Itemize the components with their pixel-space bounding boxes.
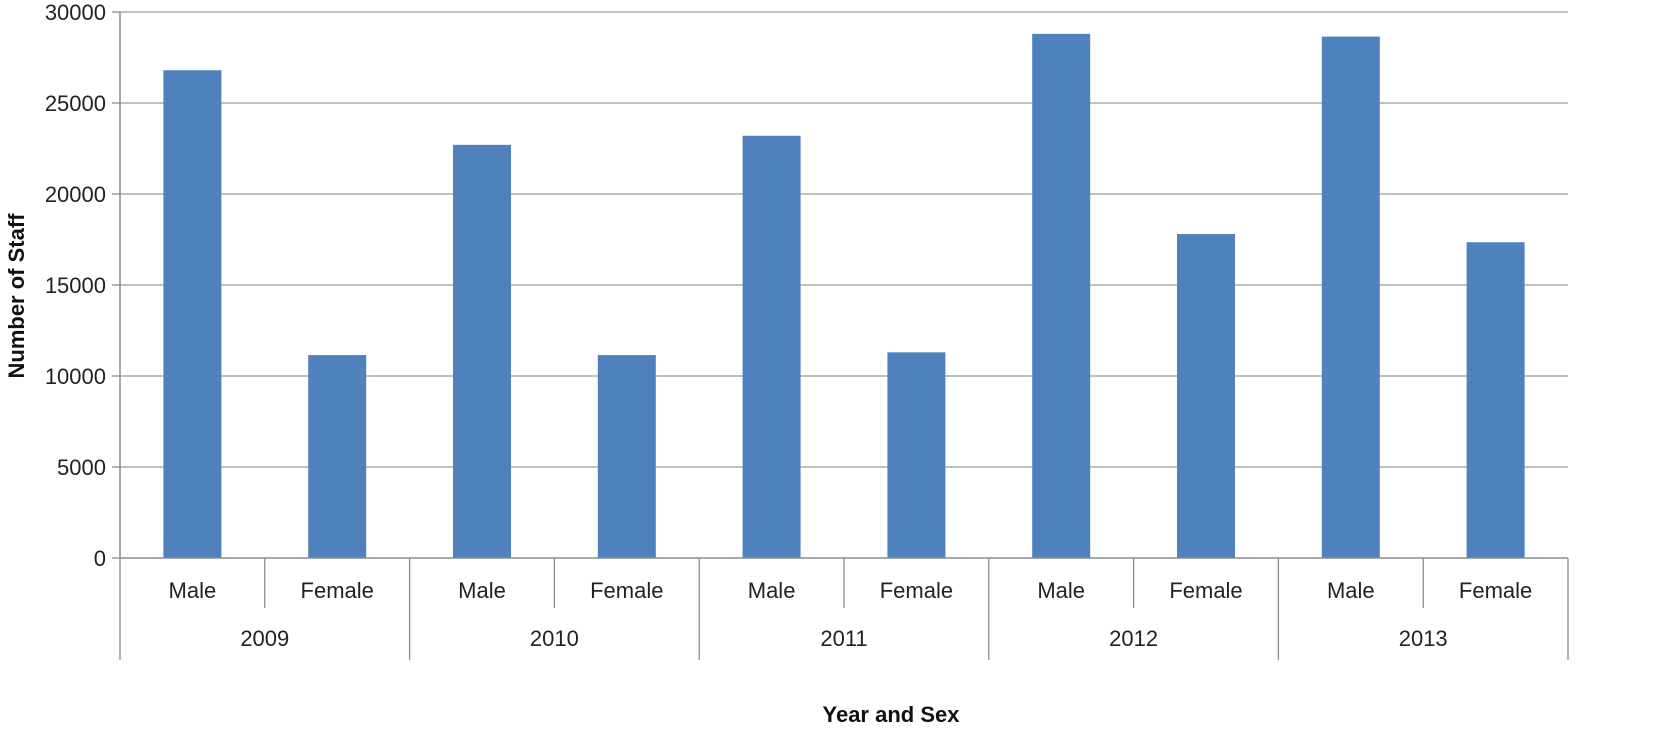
tick-labels: 0 5000 10000 15000 20000 25000 30000 Male Female… — [45, 0, 1532, 651]
x-axis-title: Year and Sex — [823, 702, 961, 727]
x-category-label: Male — [458, 578, 506, 603]
bar — [453, 144, 511, 559]
x-category-label: Male — [1327, 578, 1375, 603]
x-group-label: 2013 — [1399, 626, 1448, 651]
bars — [163, 33, 1525, 559]
bar — [1466, 242, 1525, 559]
bar — [1177, 234, 1235, 559]
bar — [597, 355, 656, 558]
y-axis-title: Number of Staff — [4, 213, 29, 379]
y-tick-label: 15000 — [45, 273, 106, 298]
x-group-label: 2012 — [1109, 626, 1158, 651]
bar — [1321, 36, 1380, 558]
x-category-label: Male — [1037, 578, 1085, 603]
x-category-label: Male — [169, 578, 217, 603]
bar — [742, 135, 801, 558]
y-tick-label: 5000 — [57, 455, 106, 480]
x-category-label: Female — [590, 578, 663, 603]
y-tick-label: 0 — [94, 546, 106, 571]
x-category-label: Female — [1459, 578, 1532, 603]
y-tick-label: 30000 — [45, 0, 106, 25]
y-tick-label: 25000 — [45, 91, 106, 116]
bar — [308, 355, 367, 558]
x-group-label: 2011 — [820, 626, 867, 651]
y-tick-label: 20000 — [45, 182, 106, 207]
x-category-label: Female — [1169, 578, 1242, 603]
x-group-label: 2009 — [240, 626, 289, 651]
bar — [887, 352, 946, 558]
bar — [163, 70, 222, 559]
bar — [1032, 33, 1091, 558]
x-group-label: 2010 — [530, 626, 579, 651]
x-category-label: Female — [880, 578, 953, 603]
axes — [112, 11, 1569, 660]
x-category-label: Female — [301, 578, 374, 603]
y-tick-label: 10000 — [45, 364, 106, 389]
x-category-label: Male — [748, 578, 796, 603]
